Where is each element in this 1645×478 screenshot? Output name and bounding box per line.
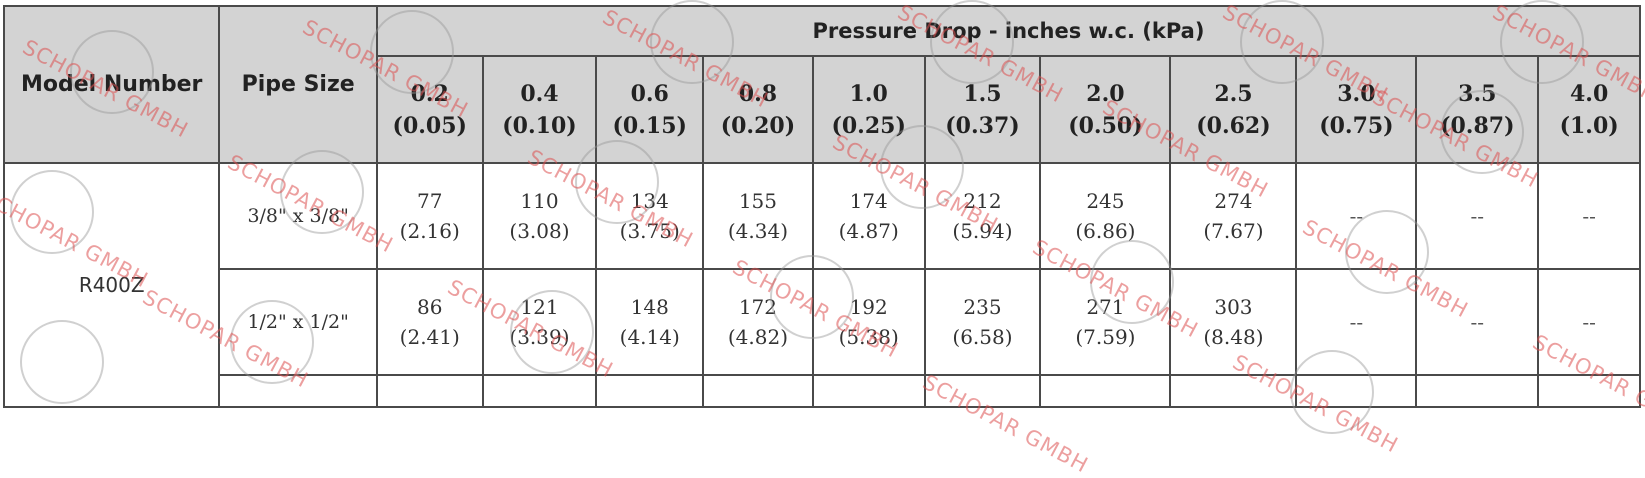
flow-value-cell: -- [1415, 162, 1540, 270]
flow-value-cell: 148 (4.14) [595, 268, 705, 376]
watermark-logo-icon [930, 0, 1014, 84]
flow-value: -- [1582, 310, 1596, 334]
watermark-logo-icon [880, 125, 964, 209]
flow-value-cell: 155 (4.34) [702, 162, 814, 270]
header-pressure-kpa: (0.05) [392, 112, 467, 139]
watermark-logo-icon [10, 170, 94, 254]
flow-value: -- [1470, 310, 1485, 334]
header-pressure-inches: 0.6 [630, 80, 669, 107]
flow-value-metric: (4.14) [619, 325, 680, 349]
flow-value: -- [1470, 204, 1485, 228]
header-pressure-inches: 2.0 [1086, 80, 1125, 107]
watermark-logo-icon [1345, 210, 1429, 294]
flow-value: 192 [849, 295, 888, 319]
flow-value-metric: (6.58) [952, 325, 1013, 349]
header-pressure-inches: 2.5 [1214, 80, 1253, 107]
header-pressure-inches: 4.0 [1569, 80, 1609, 107]
empty-cell [1039, 374, 1172, 408]
flow-value-metric: (3.08) [509, 219, 570, 243]
flow-value: 77 [417, 189, 443, 213]
flow-value: 86 [417, 295, 443, 319]
flow-value-cell: 192 (5.38) [811, 268, 926, 376]
flow-value: 212 [963, 189, 1002, 213]
watermark-logo-icon [1090, 240, 1174, 324]
flow-value-cell: -- [1537, 268, 1641, 376]
empty-cell [375, 374, 484, 408]
empty-cell [811, 374, 926, 408]
flow-value: 303 [1214, 295, 1253, 319]
flow-value-cell: 274 (7.67) [1169, 162, 1298, 270]
header-pressure-col: 1.0 (0.25) [811, 55, 926, 164]
flow-value: 235 [963, 295, 1002, 319]
flow-value: 148 [630, 295, 669, 319]
flow-value: 155 [738, 189, 778, 213]
flow-value-metric: (4.82) [727, 325, 788, 349]
flow-value: 174 [849, 189, 888, 213]
flow-value-metric: (7.59) [1075, 325, 1136, 349]
flow-value-metric: (4.87) [838, 219, 899, 243]
flow-value-metric: (4.34) [727, 219, 788, 243]
flow-value-cell: 77 (2.16) [375, 162, 484, 270]
flow-value-cell: -- [1415, 268, 1540, 376]
flow-value-metric: (2.16) [399, 219, 460, 243]
table-row-partial [4, 374, 1641, 408]
flow-value-metric: (7.67) [1203, 219, 1264, 243]
flow-value: -- [1349, 310, 1364, 334]
empty-cell [595, 374, 705, 408]
empty-cell [702, 374, 814, 408]
watermark-logo-icon [650, 0, 734, 84]
watermark-logo-icon [1440, 90, 1524, 174]
header-pressure-inches: 0.8 [738, 80, 778, 107]
header-pressure-inches: 1.5 [963, 80, 1002, 107]
flow-value-metric: (5.94) [952, 219, 1013, 243]
watermark-logo-icon [70, 30, 154, 114]
watermark-logo-icon [20, 320, 104, 404]
header-pressure-col: 3.0 (0.75) [1295, 55, 1418, 164]
header-pressure-kpa: (0.20) [720, 112, 796, 139]
header-pipe-size: Pipe Size [218, 5, 378, 164]
flow-value-metric: (8.48) [1203, 325, 1264, 349]
header-pressure-kpa: (1.0) [1559, 112, 1619, 139]
watermark-logo-icon [1240, 0, 1324, 84]
header-pressure-kpa: (0.10) [502, 112, 577, 139]
flow-value-cell: -- [1537, 162, 1641, 270]
header-pressure-col: 2.0 (0.50) [1039, 55, 1172, 164]
flow-value-metric: (2.41) [399, 325, 460, 349]
flow-value: -- [1582, 204, 1596, 228]
header-pressure-kpa: (0.15) [612, 112, 687, 139]
flow-value: 245 [1086, 189, 1125, 213]
flow-value-metric: (6.86) [1075, 219, 1136, 243]
flow-value: 110 [520, 189, 559, 213]
flow-value-cell: 86 (2.41) [375, 268, 484, 376]
watermark-logo-icon [370, 10, 454, 94]
watermark-logo-icon [510, 290, 594, 374]
flow-value-metric: (5.38) [838, 325, 899, 349]
header-pressure-col: 0.4 (0.10) [481, 55, 598, 164]
header-row-group: Model Number Pipe Size Pressure Drop - i… [2, 5, 1642, 164]
header-pressure-kpa: (0.75) [1319, 112, 1394, 139]
flow-value: 274 [1214, 189, 1253, 213]
header-pressure-kpa: (0.62) [1196, 112, 1271, 139]
flow-value-cell: 235 (6.58) [923, 268, 1042, 376]
flow-value-metric: (3.75) [619, 219, 680, 243]
header-pressure-kpa: (0.37) [945, 112, 1020, 139]
header-pressure-inches: 0.4 [520, 80, 559, 107]
watermark-logo-icon [575, 140, 659, 224]
header-pressure-col: 0.8 (0.20) [702, 55, 814, 164]
empty-cell [481, 374, 598, 408]
watermark-logo-icon [230, 300, 314, 384]
watermark-logo-icon [770, 255, 854, 339]
header-pressure-kpa: (0.50) [1068, 112, 1143, 139]
header-pressure-inches: 3.0 [1337, 80, 1376, 107]
flow-value-cell: 303 (8.48) [1169, 268, 1298, 376]
watermark-logo-icon [280, 150, 364, 234]
header-pressure-kpa: (0.25) [831, 112, 906, 139]
header-pressure-inches: 1.0 [849, 80, 888, 107]
watermark-logo-icon [1500, 0, 1584, 84]
empty-cell [1415, 374, 1540, 408]
